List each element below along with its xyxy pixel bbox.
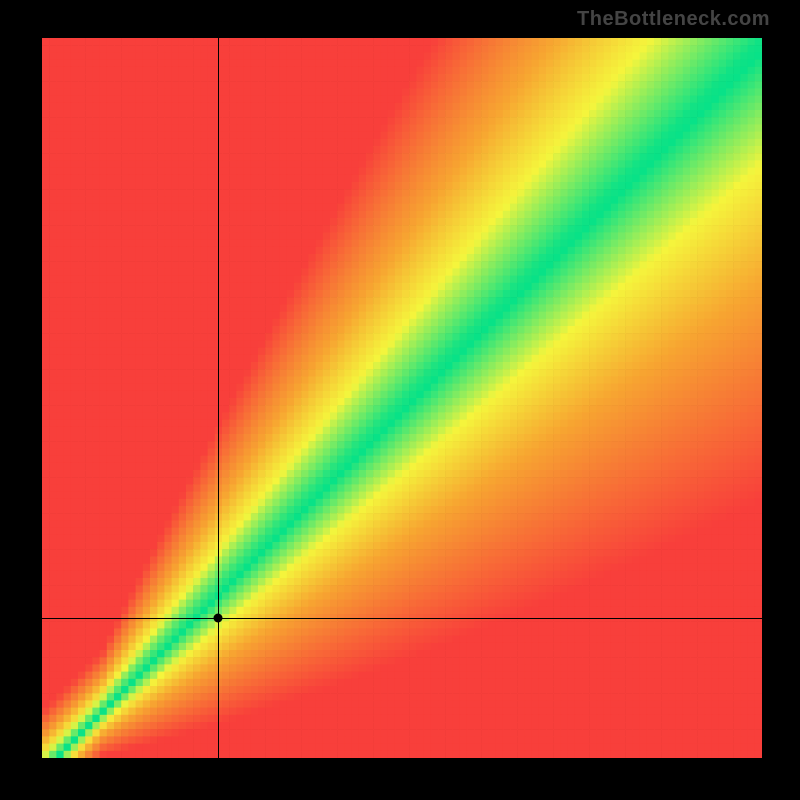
crosshair-horizontal	[42, 618, 762, 619]
plot-area	[42, 38, 762, 758]
crosshair-vertical	[218, 38, 219, 758]
watermark-text: TheBottleneck.com	[577, 8, 770, 31]
heatmap-canvas	[42, 38, 762, 758]
crosshair-marker	[213, 613, 222, 622]
